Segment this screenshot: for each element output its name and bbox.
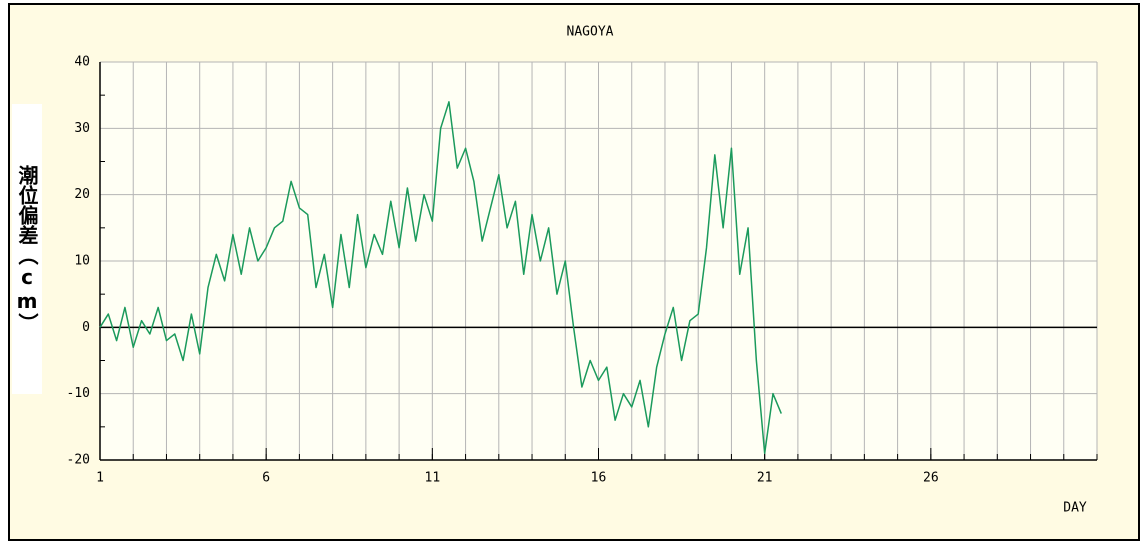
x-tick-label: 16 [591, 471, 607, 486]
x-tick-label: 11 [425, 471, 441, 486]
x-tick-label: 6 [262, 471, 270, 486]
y-tick-label: 40 [74, 55, 90, 70]
x-axis-label: DAY [1063, 501, 1087, 516]
y-tick-label: 10 [74, 254, 90, 269]
y-tick-label: -20 [67, 453, 90, 468]
y-tick-label: -10 [67, 386, 90, 401]
data-line [99, 101, 782, 455]
y-tick-label: 20 [74, 187, 90, 202]
y-axis-label: 潮位偏差（cm） [12, 104, 42, 394]
chart-title: NAGOYA [567, 25, 614, 40]
y-tick-label: 0 [82, 320, 90, 335]
x-tick-label: 21 [757, 471, 773, 486]
x-tick-label: 26 [923, 471, 939, 486]
x-tick-label: 1 [96, 471, 104, 486]
y-tick-label: 30 [74, 121, 90, 136]
